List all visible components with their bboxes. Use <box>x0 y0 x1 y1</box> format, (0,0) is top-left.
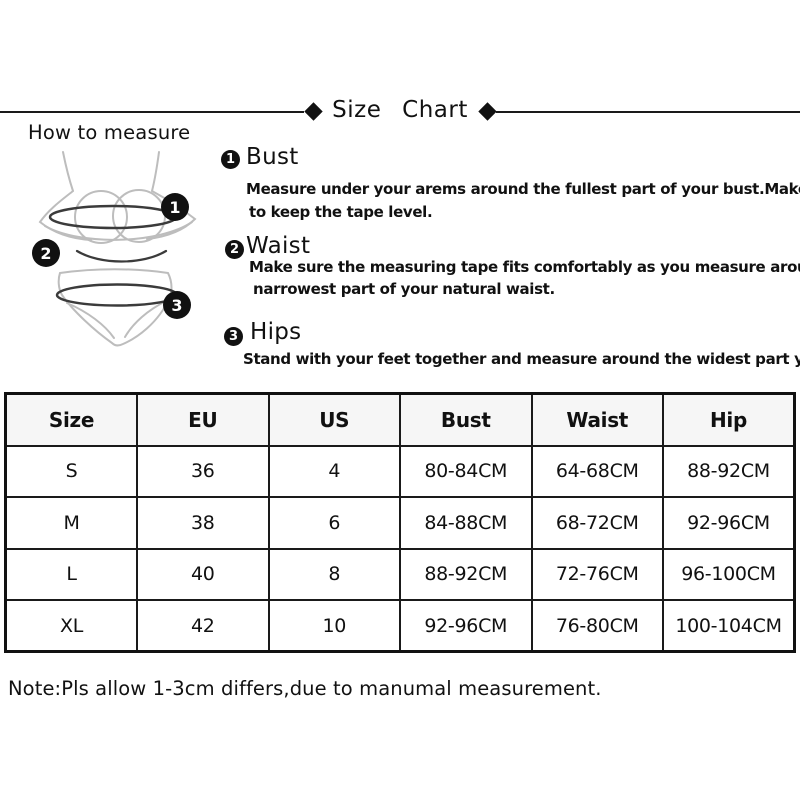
cell-size: L <box>4 547 138 601</box>
col-header-bust: Bust <box>399 392 533 447</box>
bust-marker: 1 <box>161 193 189 221</box>
cell-size: S <box>4 444 138 498</box>
waist-number-badge: 2 <box>225 240 244 259</box>
page-title: Size Chart <box>332 97 468 123</box>
bikini-top-outline <box>38 151 197 244</box>
cell-bust: 92-96CM <box>399 599 533 653</box>
title-divider-line-left <box>0 111 304 113</box>
cell-size: XL <box>4 599 138 653</box>
waist-instruction-line: Make sure the measuring tape fits comfor… <box>249 258 800 276</box>
cell-eu: 38 <box>136 496 270 550</box>
col-header-waist: Waist <box>530 392 664 447</box>
cell-eu: 42 <box>136 599 270 653</box>
col-header-eu: EU <box>136 392 270 447</box>
col-header-us: US <box>267 392 401 447</box>
cell-waist: 76-80CM <box>530 599 664 653</box>
cell-eu: 40 <box>136 547 270 601</box>
bust-heading: Bust <box>246 144 299 170</box>
cell-waist: 68-72CM <box>530 496 664 550</box>
hips-instruction-line: Stand with your feet together and measur… <box>243 350 800 368</box>
hip-tape-line <box>55 283 179 307</box>
cell-hip: 100-104CM <box>662 599 796 653</box>
cell-us: 8 <box>267 547 401 601</box>
cell-us: 10 <box>267 599 401 653</box>
cell-waist: 64-68CM <box>530 444 664 498</box>
cell-size: M <box>4 496 138 550</box>
hips-number-badge: 3 <box>224 327 243 346</box>
cell-hip: 88-92CM <box>662 444 796 498</box>
bust-number-badge: 1 <box>221 150 240 169</box>
cell-bust: 80-84CM <box>399 444 533 498</box>
bikini-bottom-outline <box>57 268 173 347</box>
how-to-measure-label: How to measure <box>28 121 191 144</box>
cell-hip: 96-100CM <box>662 547 796 601</box>
table-row-s: S 36 4 80-84CM 64-68CM 88-92CM <box>4 444 796 498</box>
hips-heading: Hips <box>250 319 302 345</box>
cell-bust: 84-88CM <box>399 496 533 550</box>
cell-waist: 72-76CM <box>530 547 664 601</box>
bikini-measurement-diagram: 1 2 3 <box>32 151 197 347</box>
hips-marker: 3 <box>163 291 191 319</box>
size-table: Size EU US Bust Waist Hip S 36 4 80-84CM… <box>4 392 796 653</box>
col-header-size: Size <box>4 392 138 447</box>
col-header-hip: Hip <box>662 392 796 447</box>
cell-bust: 88-92CM <box>399 547 533 601</box>
cell-eu: 36 <box>136 444 270 498</box>
waist-marker: 2 <box>32 239 60 267</box>
hips-marker-number: 3 <box>171 296 182 315</box>
waist-marker-number: 2 <box>40 244 51 263</box>
bust-marker-number: 1 <box>169 198 180 217</box>
cell-hip: 92-96CM <box>662 496 796 550</box>
waist-tape-line <box>75 249 168 263</box>
bust-instruction-line: to keep the tape level. <box>249 203 433 221</box>
table-row-xl: XL 42 10 92-96CM 76-80CM 100-104CM <box>4 599 796 653</box>
title-divider-line-right <box>496 111 800 113</box>
waist-instruction-line: narrowest part of your natural waist. <box>253 280 555 298</box>
cell-us: 4 <box>267 444 401 498</box>
bust-instruction-line: Measure under your arems around the full… <box>246 180 800 198</box>
cell-us: 6 <box>267 496 401 550</box>
table-row-m: M 38 6 84-88CM 68-72CM 92-96CM <box>4 496 796 550</box>
table-row-l: L 40 8 88-92CM 72-76CM 96-100CM <box>4 547 796 601</box>
size-table-header-row: Size EU US Bust Waist Hip <box>4 392 796 447</box>
measurement-note: Note:Pls allow 1-3cm differs,due to manu… <box>8 677 602 700</box>
size-table-container: Size EU US Bust Waist Hip S 36 4 80-84CM… <box>4 392 796 653</box>
waist-heading: Waist <box>246 233 311 259</box>
